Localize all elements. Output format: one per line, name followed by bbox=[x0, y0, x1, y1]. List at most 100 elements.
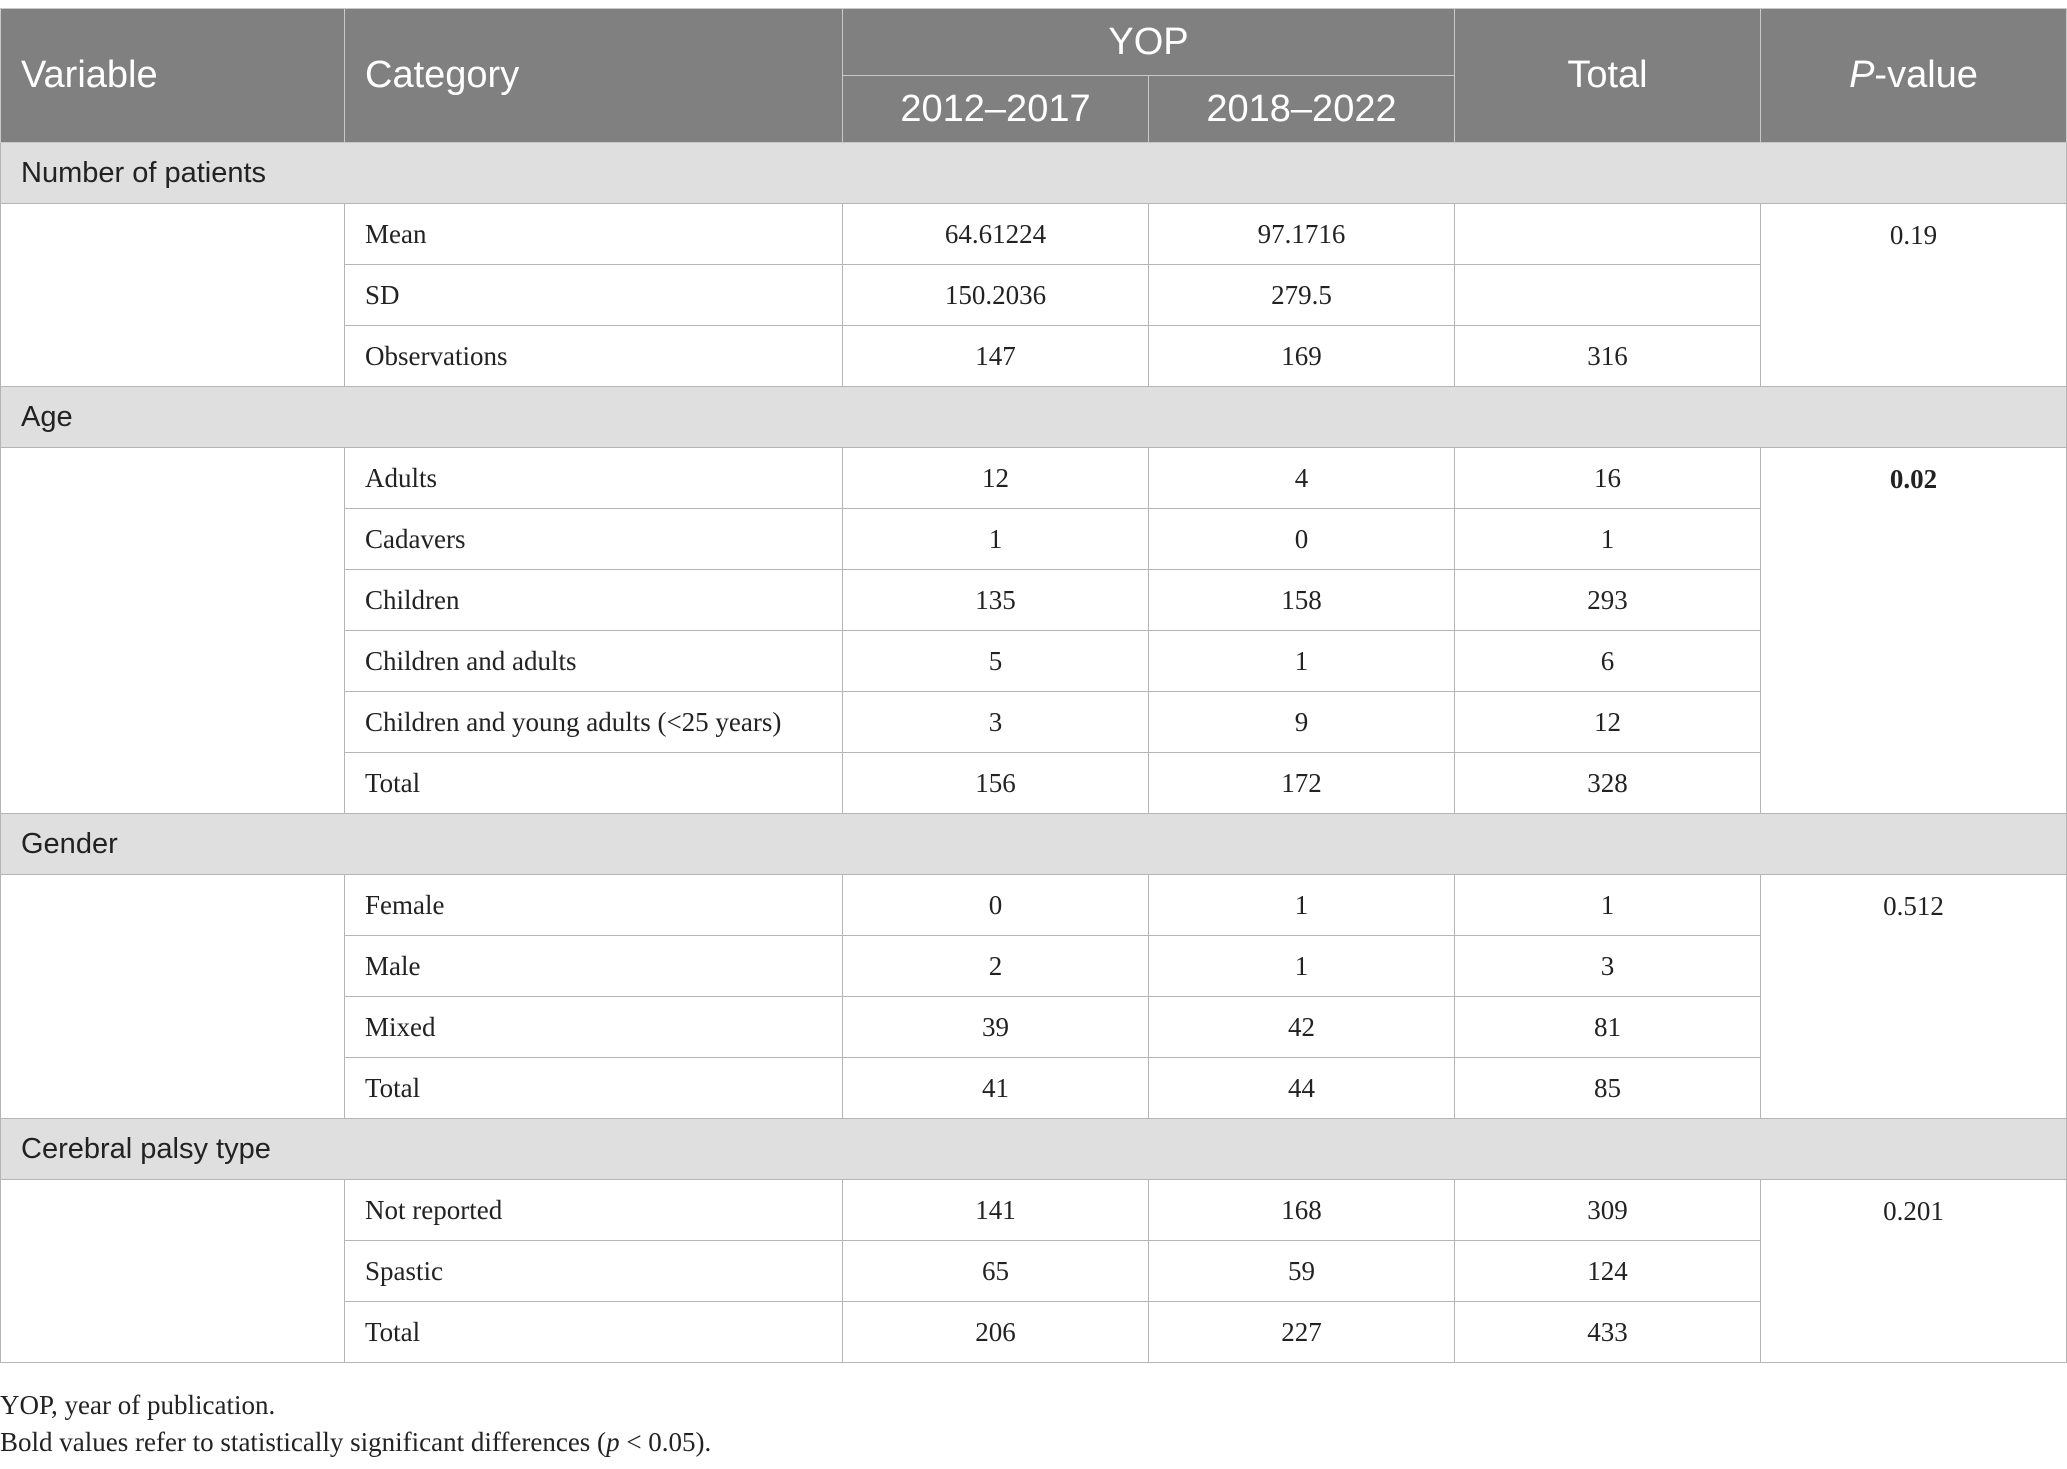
category-cell: Spastic bbox=[344, 1240, 843, 1302]
table-row: Adults 12 4 16 0.02 bbox=[0, 447, 2067, 814]
category-cell: Observations bbox=[344, 325, 843, 387]
category-cell: Cadavers bbox=[344, 508, 843, 570]
pvalue-cell: 0.201 bbox=[1760, 1179, 2067, 1363]
period-2-cell: 42 bbox=[1148, 996, 1455, 1058]
category-cell: Children and young adults (<25 years) bbox=[344, 691, 843, 753]
total-cell: 16 bbox=[1454, 447, 1761, 509]
total-cell: 3 bbox=[1454, 935, 1761, 997]
period-1-cell: 39 bbox=[842, 996, 1149, 1058]
header-period-1: 2012–2017 bbox=[842, 75, 1149, 143]
header-pvalue-rest: -value bbox=[1874, 54, 1978, 96]
period-2-cell: 44 bbox=[1148, 1057, 1455, 1119]
footnote-abbreviation: YOP, year of publication. bbox=[0, 1390, 276, 1420]
total-cell: 6 bbox=[1454, 630, 1761, 692]
footnote-significance-italic: p bbox=[606, 1427, 620, 1457]
period-1-cell: 64.61224 bbox=[842, 203, 1149, 265]
category-cell: Total bbox=[344, 1301, 843, 1363]
variable-cell bbox=[0, 203, 345, 387]
table-row: Mean 64.61224 97.1716 0.19 bbox=[0, 203, 2067, 387]
category-cell: Children and adults bbox=[344, 630, 843, 692]
total-cell: 1 bbox=[1454, 508, 1761, 570]
footnote-significance-post: < 0.05). bbox=[619, 1427, 712, 1457]
section-title: Gender bbox=[0, 813, 2067, 875]
period-2-cell: 9 bbox=[1148, 691, 1455, 753]
total-cell: 85 bbox=[1454, 1057, 1761, 1119]
section-row: Age bbox=[0, 386, 2067, 448]
total-cell: 316 bbox=[1454, 325, 1761, 387]
total-cell bbox=[1454, 203, 1761, 265]
table-row: Total 41 44 85 bbox=[1, 1057, 2067, 1119]
period-1-cell: 65 bbox=[842, 1240, 1149, 1302]
period-1-cell: 147 bbox=[842, 325, 1149, 387]
header-period-2: 2018–2022 bbox=[1148, 75, 1455, 143]
period-2-cell: 4 bbox=[1148, 447, 1455, 509]
period-2-cell: 169 bbox=[1148, 325, 1455, 387]
table-row: Observations 147 169 316 bbox=[1, 325, 2067, 387]
header-variable: Variable bbox=[0, 8, 345, 143]
section-row: Number of patients bbox=[0, 142, 2067, 204]
category-cell: Total bbox=[344, 1057, 843, 1119]
category-cell: Mixed bbox=[344, 996, 843, 1058]
table-row: Total 206 227 433 bbox=[1, 1301, 2067, 1363]
variable-cell bbox=[0, 447, 345, 814]
table-row: Children 135 158 293 bbox=[1, 569, 2067, 631]
header-yop: YOP bbox=[842, 8, 1455, 76]
table-row: Male 2 1 3 bbox=[1, 935, 2067, 997]
table-row: Children and adults 5 1 6 bbox=[1, 630, 2067, 692]
period-2-cell: 59 bbox=[1148, 1240, 1455, 1302]
period-2-cell: 279.5 bbox=[1148, 264, 1455, 326]
period-2-cell: 158 bbox=[1148, 569, 1455, 631]
period-1-cell: 5 bbox=[842, 630, 1149, 692]
section-row: Gender bbox=[0, 813, 2067, 875]
total-cell: 309 bbox=[1454, 1179, 1761, 1241]
period-1-cell: 1 bbox=[842, 508, 1149, 570]
period-1-cell: 3 bbox=[842, 691, 1149, 753]
pvalue-cell: 0.02 bbox=[1760, 447, 2067, 814]
period-2-cell: 1 bbox=[1148, 935, 1455, 997]
table-container: Variable Category YOP Total P-value 2012… bbox=[0, 8, 2067, 1363]
total-cell: 328 bbox=[1454, 752, 1761, 814]
period-1-cell: 135 bbox=[842, 569, 1149, 631]
pvalue-cell: 0.512 bbox=[1760, 874, 2067, 1119]
period-2-cell: 1 bbox=[1148, 630, 1455, 692]
category-cell: Not reported bbox=[344, 1179, 843, 1241]
total-cell: 293 bbox=[1454, 569, 1761, 631]
period-2-cell: 168 bbox=[1148, 1179, 1455, 1241]
table-row: Total 156 172 328 bbox=[1, 752, 2067, 814]
results-table: Variable Category YOP Total P-value 2012… bbox=[0, 8, 2067, 1363]
category-cell: Adults bbox=[344, 447, 843, 509]
table-body: Number of patients Mean 64.61224 97.1716 0.1… bbox=[0, 142, 2067, 1363]
table-header: Variable Category YOP Total P-value 2012… bbox=[0, 8, 2067, 143]
period-1-cell: 156 bbox=[842, 752, 1149, 814]
category-cell: Mean bbox=[344, 203, 843, 265]
table-row: Not reported 141 168 309 0.201 bbox=[0, 1179, 2067, 1363]
section-title: Number of patients bbox=[0, 142, 2067, 204]
category-cell: Female bbox=[344, 874, 843, 936]
category-cell: Total bbox=[344, 752, 843, 814]
footnote-significance: Bold values refer to statistically signi… bbox=[0, 1427, 711, 1458]
section-title: Age bbox=[0, 386, 2067, 448]
period-1-cell: 141 bbox=[842, 1179, 1149, 1241]
period-1-cell: 2 bbox=[842, 935, 1149, 997]
table-row: Mixed 39 42 81 bbox=[1, 996, 2067, 1058]
variable-cell bbox=[0, 874, 345, 1119]
category-cell: Children bbox=[344, 569, 843, 631]
period-2-cell: 1 bbox=[1148, 874, 1455, 936]
header-category: Category bbox=[344, 8, 843, 143]
period-2-cell: 97.1716 bbox=[1148, 203, 1455, 265]
total-cell: 81 bbox=[1454, 996, 1761, 1058]
category-cell: Male bbox=[344, 935, 843, 997]
table-row: SD 150.2036 279.5 bbox=[1, 264, 2067, 326]
period-1-cell: 12 bbox=[842, 447, 1149, 509]
total-cell: 433 bbox=[1454, 1301, 1761, 1363]
period-2-cell: 172 bbox=[1148, 752, 1455, 814]
header-pvalue-italic: P bbox=[1849, 54, 1875, 96]
footnote-significance-pre: Bold values refer to statistically signi… bbox=[0, 1427, 607, 1457]
header-pvalue: P-value bbox=[1760, 8, 2067, 143]
period-1-cell: 206 bbox=[842, 1301, 1149, 1363]
period-1-cell: 0 bbox=[842, 874, 1149, 936]
category-cell: SD bbox=[344, 264, 843, 326]
variable-cell bbox=[0, 1179, 345, 1363]
total-cell: 124 bbox=[1454, 1240, 1761, 1302]
pvalue-cell: 0.19 bbox=[1760, 203, 2067, 387]
